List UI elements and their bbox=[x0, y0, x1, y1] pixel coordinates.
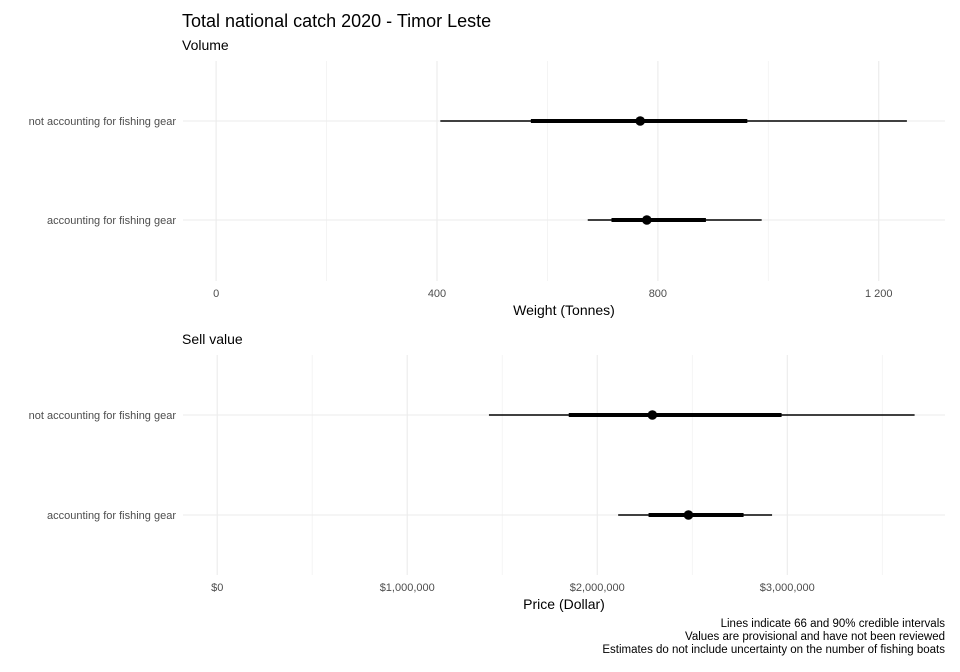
volume-x-tick-label: 400 bbox=[428, 288, 446, 300]
panel-value-subtitle: Sell value bbox=[182, 331, 243, 347]
caption-line-2: Values are provisional and have not been… bbox=[685, 631, 945, 643]
value-x-tick-label: $1,000,000 bbox=[380, 582, 435, 594]
chart-title: Total national catch 2020 - Timor Leste bbox=[182, 11, 492, 31]
value-median-point bbox=[647, 410, 658, 420]
value-median-point bbox=[683, 510, 694, 520]
value-x-axis-title: Price (Dollar) bbox=[523, 596, 605, 612]
volume-category-label: not accounting for fishing gear bbox=[29, 116, 177, 128]
volume-median-point bbox=[635, 116, 645, 126]
caption-line-1: Lines indicate 66 and 90% credible inter… bbox=[720, 618, 945, 630]
value-category-label: accounting for fishing gear bbox=[47, 510, 176, 522]
value-x-tick-label: $3,000,000 bbox=[760, 582, 815, 594]
value-x-tick-label: $0 bbox=[211, 582, 223, 594]
value-x-tick-label: $2,000,000 bbox=[570, 582, 625, 594]
volume-x-axis-title: Weight (Tonnes) bbox=[513, 302, 615, 318]
volume-x-tick-label: 0 bbox=[213, 288, 219, 300]
volume-median-point bbox=[642, 215, 652, 225]
volume-x-tick-label: 1 200 bbox=[865, 288, 893, 300]
caption-line-3: Estimates do not include uncertainty on … bbox=[602, 644, 945, 656]
volume-category-label: accounting for fishing gear bbox=[47, 215, 176, 227]
caption: Lines indicate 66 and 90% credible inter… bbox=[602, 618, 945, 657]
panel-volume-subtitle: Volume bbox=[182, 37, 229, 53]
value-category-label: not accounting for fishing gear bbox=[29, 410, 177, 422]
volume-x-tick-label: 800 bbox=[649, 288, 667, 300]
